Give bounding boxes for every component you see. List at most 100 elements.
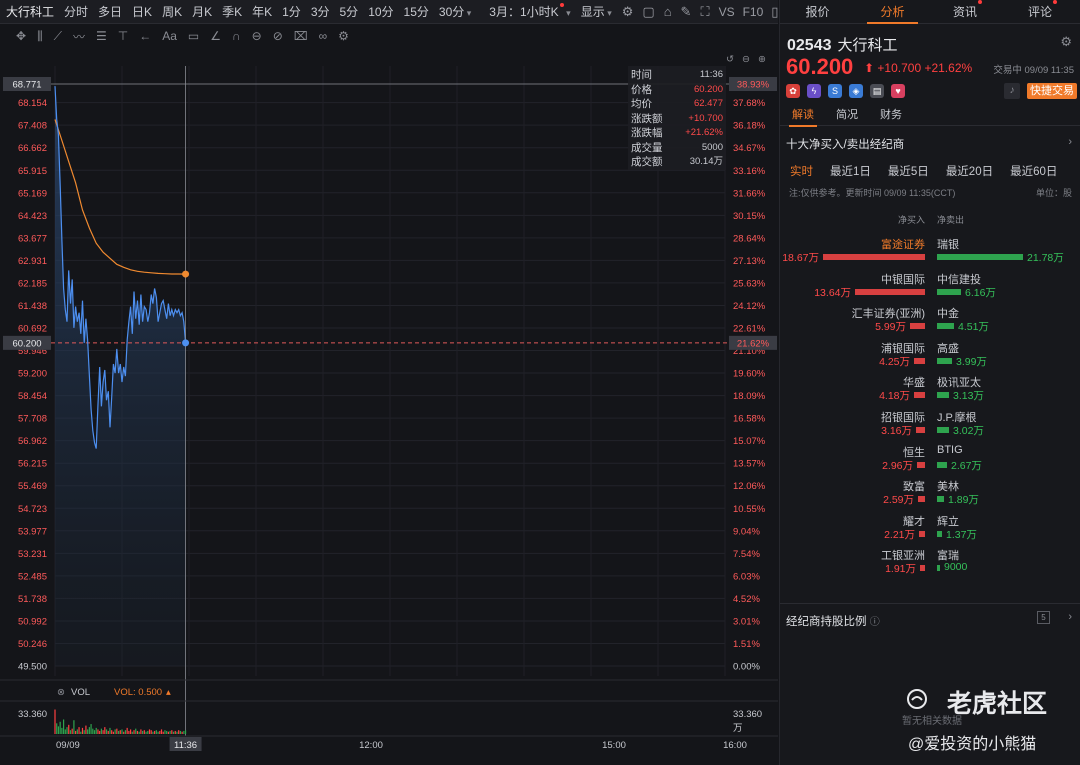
tab-comments[interactable]: 评论 — [1005, 0, 1080, 23]
period-60d[interactable]: 最近60日 — [1010, 166, 1058, 178]
gear-icon[interactable]: ⚙ — [1060, 34, 1072, 49]
crosshair-icon[interactable]: ✥ — [16, 29, 27, 43]
lightning-icon[interactable]: ϟ — [807, 84, 821, 98]
volume-bar — [100, 728, 102, 734]
pencil-icon[interactable]: ✎ — [680, 3, 692, 19]
f10-button[interactable]: F10 — [742, 4, 764, 19]
document-icon[interactable]: ▤ — [870, 84, 884, 98]
broker-row[interactable]: 招银国际 3.16万 J.P.摩根 3.02万 — [780, 409, 1080, 443]
volume-bar — [164, 730, 166, 734]
timeframe-tab[interactable]: 年K — [252, 5, 273, 19]
trendline-icon[interactable]: ⟋ — [53, 28, 62, 43]
broker-row[interactable]: 浦银国际 4.25万 高盛 3.99万 — [780, 340, 1080, 374]
info-icon[interactable]: ⓘ — [869, 617, 880, 628]
broker-row[interactable]: 耀才 2.21万 辉立 1.37万 — [780, 513, 1080, 547]
volume-bar — [171, 730, 173, 734]
timeframe-tab[interactable]: 5分 — [339, 5, 359, 19]
heart-icon[interactable]: ♥ — [891, 84, 905, 98]
price-tick-label: 65.915 — [18, 166, 47, 177]
link-icon[interactable]: ∞ — [318, 29, 328, 43]
wave-icon[interactable]: 〰 — [73, 29, 86, 44]
sell-broker-name: 美林 — [937, 481, 959, 494]
buy-value: 1.91万 — [885, 563, 916, 576]
price-tick-label: 53.977 — [18, 526, 47, 537]
period-realtime[interactable]: 实时 — [790, 166, 813, 178]
broker-row[interactable]: 致富 2.59万 美林 1.89万 — [780, 478, 1080, 512]
short-sell-icon[interactable]: S — [828, 84, 842, 98]
volume-bar — [172, 731, 175, 734]
broker-row[interactable]: 汇丰证券(亚洲) 5.99万 中金 4.51万 — [780, 305, 1080, 339]
display-menu[interactable]: 显示 — [581, 3, 612, 20]
info-value: +21.62% — [685, 127, 723, 138]
fib-icon[interactable]: ☰ — [96, 29, 107, 43]
fullscreen-icon[interactable]: ⛶ — [700, 3, 710, 19]
timeframe-tab[interactable]: 周K — [162, 5, 183, 19]
sell-value: 21.78万 — [1027, 252, 1064, 264]
volume-caret-icon[interactable]: ▴ — [166, 687, 171, 698]
buy-bar — [910, 323, 925, 330]
volume-bar — [90, 724, 92, 734]
info-key: 涨跌额 — [631, 112, 663, 125]
chevron-right-icon[interactable]: › — [1068, 136, 1072, 148]
compare-button[interactable]: VS — [718, 4, 735, 19]
pct-tick-label: 10.55% — [733, 504, 766, 515]
sell-bar — [937, 288, 961, 295]
eye-icon[interactable]: ⊖ — [251, 29, 262, 43]
tag-icon[interactable]: ◈ — [849, 84, 863, 98]
timeframe-tab[interactable]: 分时 — [64, 5, 89, 19]
cursor-price-box — [3, 77, 51, 91]
subtab-finance[interactable]: 财务 — [880, 109, 902, 121]
arrow-icon[interactable]: ← — [139, 29, 152, 43]
broker-row[interactable]: 工银亚洲 1.91万 富瑞 9000 — [780, 547, 1080, 581]
tab-news[interactable]: 资讯 — [930, 0, 1005, 23]
volume-bar — [68, 724, 70, 734]
bars-icon[interactable]: ⫼ — [37, 28, 43, 43]
period-5d[interactable]: 最近5日 — [887, 166, 929, 178]
hk-flag-icon[interactable]: ✿ — [786, 84, 800, 98]
gear-icon[interactable]: ⚙ — [621, 3, 634, 19]
bell-icon[interactable]: ♪ — [1004, 83, 1020, 99]
timeframe-tab[interactable]: 3分 — [310, 5, 330, 19]
price-tick-label: 62.931 — [18, 256, 47, 267]
font-icon[interactable]: Aa — [162, 29, 177, 43]
timeframe-tab[interactable]: 月K — [192, 5, 213, 19]
close-volume-icon[interactable]: ⊗ — [57, 687, 65, 698]
sell-broker-name: BTIG — [937, 443, 963, 456]
text-anchor-icon[interactable]: ⊤ — [117, 29, 129, 43]
ruler-icon[interactable]: ∠ — [210, 29, 222, 43]
reset-zoom-icon[interactable]: ↺ — [726, 54, 734, 65]
period-20d[interactable]: 最近20日 — [945, 166, 994, 178]
range-selector[interactable]: 3月：1小时K — [489, 3, 570, 20]
timeframe-tab[interactable]: 30分 — [439, 3, 471, 20]
timeframe-tab[interactable]: 季K — [222, 5, 243, 19]
price-tick-label: 54.723 — [18, 504, 47, 515]
trash-icon[interactable]: ⌧ — [293, 29, 308, 43]
broker-row[interactable]: 华盛 4.18万 极讯亚太 3.13万 — [780, 374, 1080, 408]
timeframe-tab[interactable]: 1分 — [282, 5, 301, 19]
timeframe-tab[interactable]: 10分 — [368, 5, 394, 19]
period-1d[interactable]: 最近1日 — [830, 166, 871, 178]
magnet-icon[interactable]: ∩ — [232, 29, 241, 43]
broker-row[interactable]: 中银国际 13.64万 中信建投 6.16万 — [780, 271, 1080, 305]
comment-icon[interactable]: ▭ — [187, 29, 200, 43]
tab-quote[interactable]: 报价 — [805, 5, 830, 19]
days-5-icon[interactable]: 5 — [1037, 611, 1050, 624]
camera-icon[interactable]: ⌂ — [663, 4, 672, 19]
buy-bar — [919, 530, 925, 537]
zoom-out-icon[interactable]: ⊖ — [742, 54, 750, 65]
quick-trade-button[interactable]: 快捷交易 — [1027, 83, 1077, 99]
zoom-in-icon[interactable]: ⊕ — [758, 54, 766, 65]
hide-icon[interactable]: ⊘ — [272, 29, 283, 43]
subtab-profile[interactable]: 简况 — [836, 109, 858, 121]
subtab-interpret[interactable]: 解读 — [789, 106, 817, 127]
timeframe-tab[interactable]: 日K — [132, 5, 153, 19]
broker-row[interactable]: 恒生 2.96万 BTIG 2.67万 — [780, 444, 1080, 478]
timeframe-tab[interactable]: 15分 — [403, 5, 429, 19]
panel-toggle-icon[interactable]: ▯ — [771, 3, 779, 19]
layout-icon[interactable]: ▢ — [642, 3, 655, 19]
chevron-right-icon[interactable]: › — [1068, 611, 1072, 623]
tab-analysis[interactable]: 分析 — [855, 0, 930, 24]
timeframe-tab[interactable]: 多日 — [98, 5, 123, 19]
settings-icon[interactable]: ⚙ — [338, 29, 349, 43]
broker-row[interactable]: 富途证券 18.67万 瑞银 21.78万 — [780, 236, 1080, 270]
